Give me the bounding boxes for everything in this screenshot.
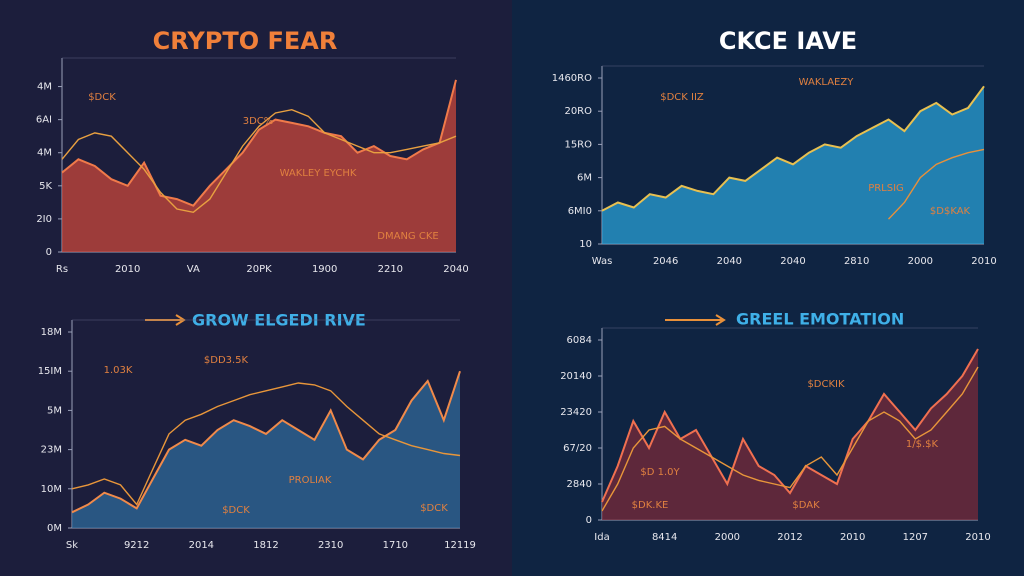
y-tick-label: 10 [579, 239, 592, 250]
y-tick-label: 15RO [564, 139, 592, 150]
annotation: DMANG CKE [377, 231, 438, 242]
area [72, 371, 460, 528]
annotation: $DCKIK [807, 379, 845, 390]
y-tick-label: 5M [47, 405, 62, 416]
x-tick-label: 2012 [777, 532, 802, 543]
x-tick-label: 2000 [715, 532, 740, 543]
annotation: $D 1.0Y [640, 467, 680, 478]
x-tick-label: 1710 [383, 540, 408, 551]
line [61, 108, 457, 214]
x-tick-label: 2046 [653, 256, 678, 267]
annotation: $DCK [222, 505, 250, 516]
x-tick-label: Ida [594, 532, 609, 543]
y-tick-label: 23M [41, 445, 62, 456]
line [601, 85, 985, 212]
x-tick-label: 2000 [908, 256, 933, 267]
y-tick-label: 5K [39, 181, 52, 192]
annotation: $DCK [88, 92, 116, 103]
area [62, 79, 456, 253]
y-tick-label: 1460RO [552, 73, 592, 84]
x-tick-label: 2040 [443, 264, 468, 275]
x-tick-label: 2010 [115, 264, 140, 275]
x-tick-label: 2810 [844, 256, 869, 267]
annotation: $DD3.5K [204, 355, 249, 366]
x-tick-label: 2310 [318, 540, 343, 551]
y-tick-label: 6MI0 [568, 206, 592, 217]
y-tick-label: 6M [577, 173, 592, 184]
x-tick-label: 2014 [189, 540, 214, 551]
x-tick-label: VA [187, 264, 200, 275]
x-tick-label: 12119 [444, 540, 476, 551]
annotation: 3DC% [243, 116, 274, 127]
chart-title: CRYPTO FEAR [153, 27, 338, 55]
line [887, 148, 985, 220]
y-tick-label: 0 [586, 515, 592, 526]
y-tick-label: 23420 [560, 407, 592, 418]
annotation: PRLSIG [868, 183, 904, 194]
y-tick-label: 0 [46, 247, 52, 258]
x-tick-label: 20PK [246, 264, 272, 275]
x-tick-label: 2010 [965, 532, 990, 543]
annotation: PROLIAK [289, 475, 332, 486]
y-tick-label: 4M [37, 148, 52, 159]
chart-title: CKCE IAVE [719, 27, 857, 55]
annotation: 1.03K [104, 365, 133, 376]
x-tick-label: 1900 [312, 264, 337, 275]
y-tick-label: 2I0 [36, 214, 52, 225]
y-tick-label: 15IM [38, 366, 62, 377]
x-tick-label: 2010 [971, 256, 996, 267]
x-tick-label: 1207 [903, 532, 928, 543]
y-tick-label: 4M [37, 82, 52, 93]
annotation: $DCK IIZ [660, 92, 704, 103]
y-tick-label: 2840 [567, 479, 592, 490]
area [602, 349, 978, 520]
x-tick-label: Was [592, 256, 613, 267]
x-tick-label: 9212 [124, 540, 149, 551]
x-tick-label: 2040 [717, 256, 742, 267]
annotation: WAKLAEZY [799, 77, 855, 88]
x-tick-label: Sk [66, 540, 78, 551]
y-tick-label: 20140 [560, 371, 592, 382]
annotation: 1/$.$K [906, 439, 939, 450]
line [71, 382, 461, 506]
y-tick-label: 18M [41, 327, 62, 338]
y-tick-label: 10M [41, 484, 62, 495]
annotation: WAKLEY EYCHK [280, 168, 357, 179]
y-tick-label: 67/20 [563, 443, 592, 454]
line [61, 79, 457, 207]
title-arrow [665, 314, 726, 326]
x-tick-label: Rs [56, 264, 68, 275]
y-tick-label: 20RO [564, 106, 592, 117]
x-tick-label: 2040 [780, 256, 805, 267]
x-tick-label: 2010 [840, 532, 865, 543]
annotation: $DCK [420, 503, 448, 514]
annotation: $DK.KE [632, 500, 669, 511]
line [601, 348, 979, 503]
line [601, 366, 979, 512]
annotation: $DAK [792, 500, 820, 511]
annotation: $D$KAK [930, 206, 971, 217]
x-tick-label: 8414 [652, 532, 677, 543]
line [71, 370, 461, 514]
x-tick-label: 1812 [253, 540, 278, 551]
x-tick-label: 2210 [378, 264, 403, 275]
y-tick-label: 0M [47, 523, 62, 534]
y-tick-label: 6084 [567, 335, 592, 346]
y-tick-label: 6AI [36, 115, 52, 126]
chart-title: GREEL EMOTATION [736, 310, 904, 329]
